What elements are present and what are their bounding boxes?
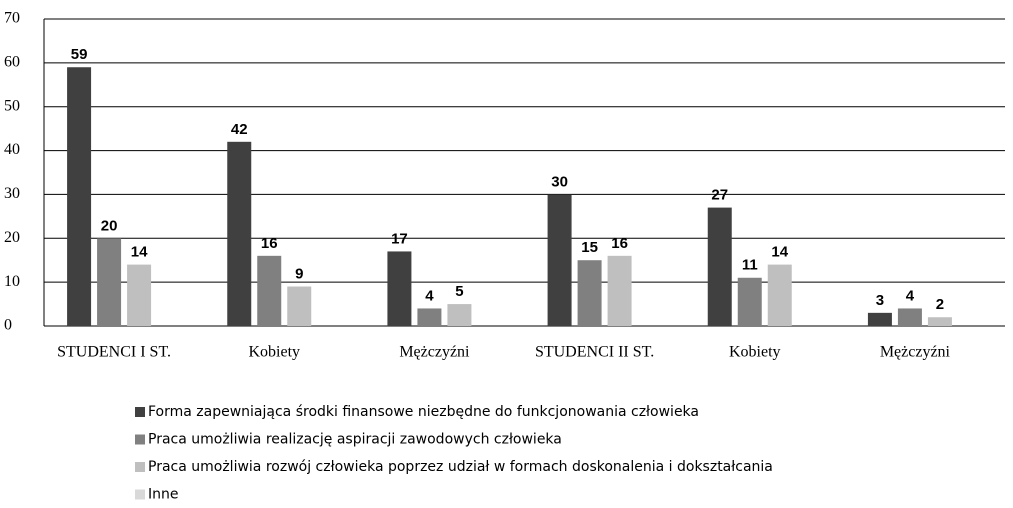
y-tick-label: 50 [4, 97, 20, 114]
bar [227, 141, 252, 326]
bar [867, 312, 892, 326]
value-label: 20 [101, 217, 118, 234]
value-label: 9 [295, 265, 303, 282]
legend-swatch [135, 489, 145, 500]
legend-label: Praca umożliwia rozwój człowieka poprzez… [148, 459, 773, 475]
x-tick-label: Mężczyźni [399, 344, 470, 361]
value-label: 59 [71, 46, 88, 63]
value-label: 17 [391, 230, 408, 247]
x-tick-label: Mężczyźni [880, 344, 951, 361]
value-label: 42 [231, 121, 248, 138]
bar [707, 207, 732, 326]
y-tick-label: 20 [4, 229, 20, 246]
value-label: 14 [771, 244, 788, 261]
x-tick-label: Kobiety [248, 344, 300, 361]
y-tick-label: 70 [4, 10, 20, 27]
x-tick-label: STUDENCI II ST. [535, 344, 654, 361]
bar [737, 277, 762, 326]
y-tick-label: 30 [4, 185, 20, 202]
bar [287, 286, 312, 326]
y-tick-label: 60 [4, 54, 20, 71]
y-tick-label: 0 [4, 317, 12, 334]
y-tick-label: 40 [4, 141, 20, 158]
bar [447, 304, 472, 326]
value-label: 30 [551, 173, 568, 190]
legend-swatch [135, 407, 145, 417]
y-tick-label: 10 [4, 273, 20, 290]
legend-label: Inne [148, 487, 179, 503]
value-label: 2 [936, 296, 944, 313]
bar [97, 238, 122, 326]
legend-swatch [135, 462, 145, 472]
x-tick-label: Kobiety [729, 344, 781, 361]
value-label: 14 [131, 244, 148, 261]
bar [67, 67, 92, 326]
value-label: 16 [611, 235, 628, 252]
bar [257, 255, 282, 326]
value-label: 15 [581, 239, 598, 256]
value-label: 11 [742, 257, 758, 274]
legend-swatch [135, 434, 145, 445]
bar [897, 308, 922, 326]
x-tick-label: STUDENCI I ST. [57, 344, 171, 361]
bar [417, 308, 442, 326]
value-label: 27 [711, 187, 728, 204]
value-label: 4 [425, 287, 434, 304]
bar [547, 194, 572, 326]
bar [767, 264, 792, 326]
bar [127, 264, 152, 326]
value-label: 4 [906, 287, 915, 304]
value-label: 3 [876, 292, 884, 309]
legend-label: Forma zapewniająca środki finansowe niez… [148, 404, 699, 420]
value-label: 5 [455, 283, 463, 300]
value-label: 16 [261, 235, 278, 252]
bar [387, 251, 412, 326]
legend-label: Praca umożliwia realizację aspiracji zaw… [148, 432, 562, 448]
bar [927, 317, 952, 326]
bar [577, 260, 602, 326]
bar [607, 255, 632, 326]
